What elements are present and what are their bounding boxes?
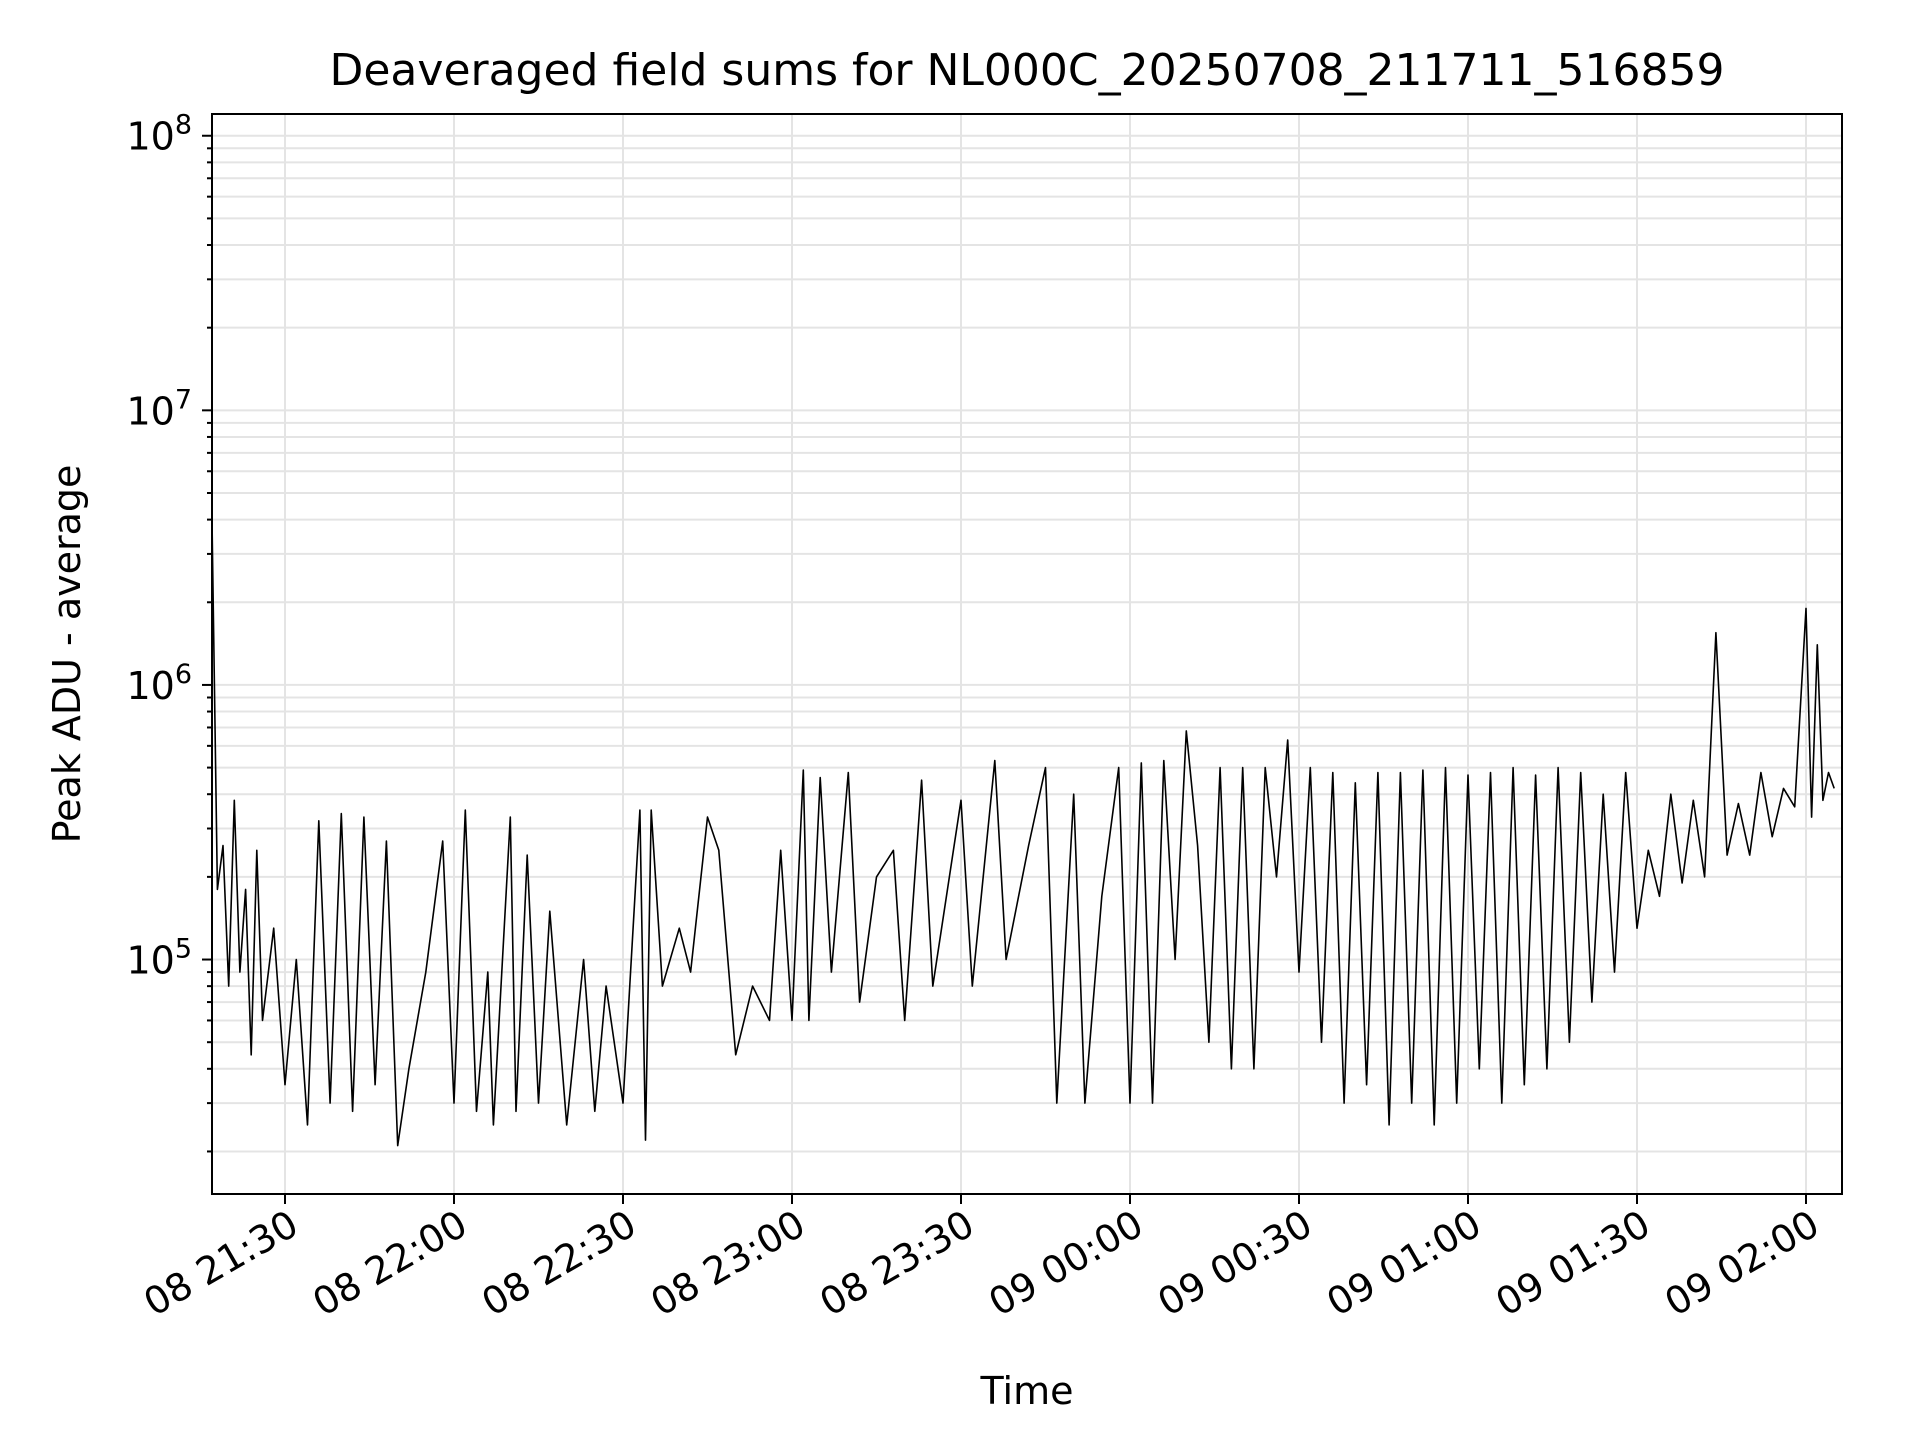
- chart-title: Deaveraged field sums for NL000C_2025070…: [329, 45, 1724, 96]
- y-tick-label: 107: [126, 384, 192, 433]
- y-tick-label: 108: [126, 110, 192, 159]
- grid: [212, 114, 1842, 1194]
- x-axis-label: Time: [980, 1369, 1074, 1413]
- y-tick-label: 105: [126, 934, 192, 983]
- series-line: [211, 519, 1835, 1147]
- y-axis-ticks: 105 106 107 108: [126, 110, 212, 1153]
- plot-frame: [211, 113, 1843, 1195]
- y-tick-label: 106: [126, 659, 192, 708]
- series-line-group: [211, 519, 1835, 1147]
- y-axis-label: Peak ADU - average: [45, 465, 89, 844]
